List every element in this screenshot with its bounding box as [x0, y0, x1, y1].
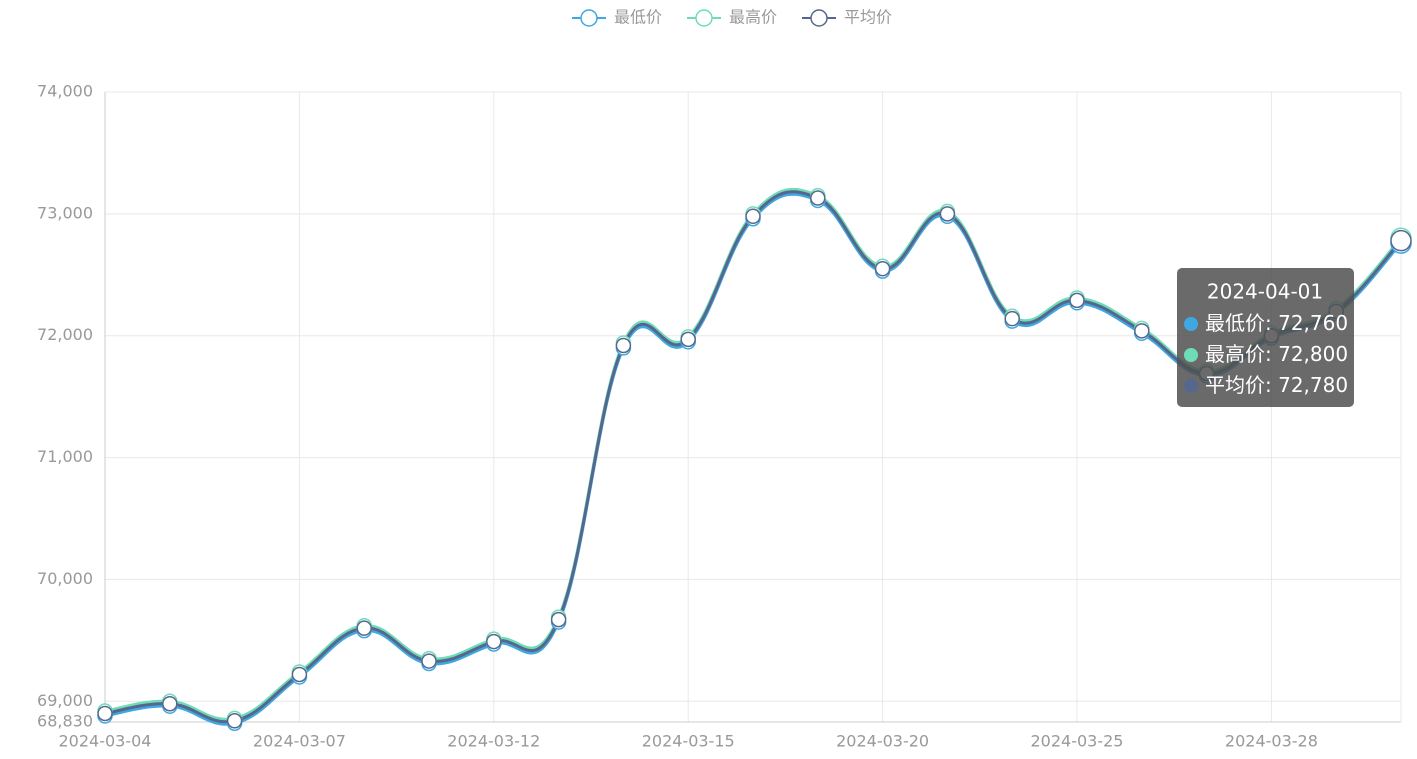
tooltip-dot — [1184, 348, 1198, 362]
data-point — [291, 666, 308, 683]
tooltip-dot — [1184, 379, 1198, 393]
x-tick-label: 2024-03-12 — [447, 732, 540, 751]
y-tick-label: 69,000 — [37, 691, 93, 710]
legend-item[interactable]: 平均价 — [802, 8, 892, 27]
tooltip-name: 最低价 — [1205, 311, 1265, 335]
data-point — [486, 633, 502, 650]
x-tick-label: 2024-03-15 — [642, 732, 735, 751]
data-point — [226, 713, 243, 729]
y-tick-label: 68,830 — [37, 712, 93, 731]
data-point — [97, 705, 113, 722]
data-point — [1134, 323, 1150, 339]
legend-label: 最高价 — [729, 8, 777, 27]
data-point — [939, 206, 956, 222]
tooltip: 2024-04-01 最低价: 72,760 最高价: 72,800 平均价: 72,… — [1177, 268, 1354, 407]
legend-marker — [810, 9, 828, 27]
tooltip-row: 最低价: 72,760 — [1205, 311, 1348, 335]
data-point — [356, 620, 372, 636]
x-tick-label: 2024-03-20 — [836, 732, 929, 751]
tooltip-value: 72,800 — [1278, 342, 1348, 366]
data-point — [874, 260, 891, 277]
y-tick-label: 73,000 — [37, 203, 93, 222]
data-point — [421, 653, 437, 669]
tooltip-dot — [1184, 317, 1198, 331]
tooltip-value: 72,780 — [1278, 373, 1348, 397]
data-point — [1004, 310, 1020, 327]
legend-item[interactable]: 最低价 — [572, 8, 662, 27]
tooltip-name: 最高价 — [1205, 342, 1265, 366]
legend-item[interactable]: 最高价 — [687, 8, 777, 27]
data-point — [1390, 229, 1412, 252]
data-point — [810, 190, 826, 206]
tooltip-sep: : — [1265, 342, 1278, 366]
data-point — [1069, 292, 1085, 309]
legend-marker — [695, 9, 713, 27]
tooltip-sep: : — [1265, 311, 1278, 335]
y-tick-label: 70,000 — [37, 569, 93, 588]
y-tick-label: 72,000 — [37, 325, 93, 344]
series-line — [104, 190, 1403, 724]
y-tick-label: 74,000 — [37, 82, 93, 101]
x-tick-label: 2024-03-07 — [253, 732, 346, 751]
data-point — [615, 337, 632, 354]
x-tick-label: 2024-03-25 — [1031, 732, 1124, 751]
data-point — [162, 695, 178, 712]
tooltip-row: 平均价: 72,780 — [1205, 373, 1348, 397]
data-point — [680, 331, 696, 348]
data-point — [550, 611, 567, 628]
tooltip-box — [1177, 268, 1354, 407]
tooltip-title: 2024-04-01 — [1207, 280, 1323, 304]
legend-label: 平均价 — [844, 8, 892, 27]
y-tick-label: 71,000 — [37, 447, 93, 466]
legend-label: 最低价 — [614, 8, 662, 27]
tooltip-name: 平均价 — [1205, 373, 1265, 397]
legend-marker — [580, 9, 598, 27]
x-tick-label: 2024-03-28 — [1225, 732, 1318, 751]
tooltip-row: 最高价: 72,800 — [1205, 342, 1348, 366]
data-point — [745, 208, 761, 225]
x-tick-label: 2024-03-04 — [59, 732, 152, 751]
tooltip-sep: : — [1265, 373, 1278, 397]
tooltip-value: 72,760 — [1278, 311, 1348, 335]
